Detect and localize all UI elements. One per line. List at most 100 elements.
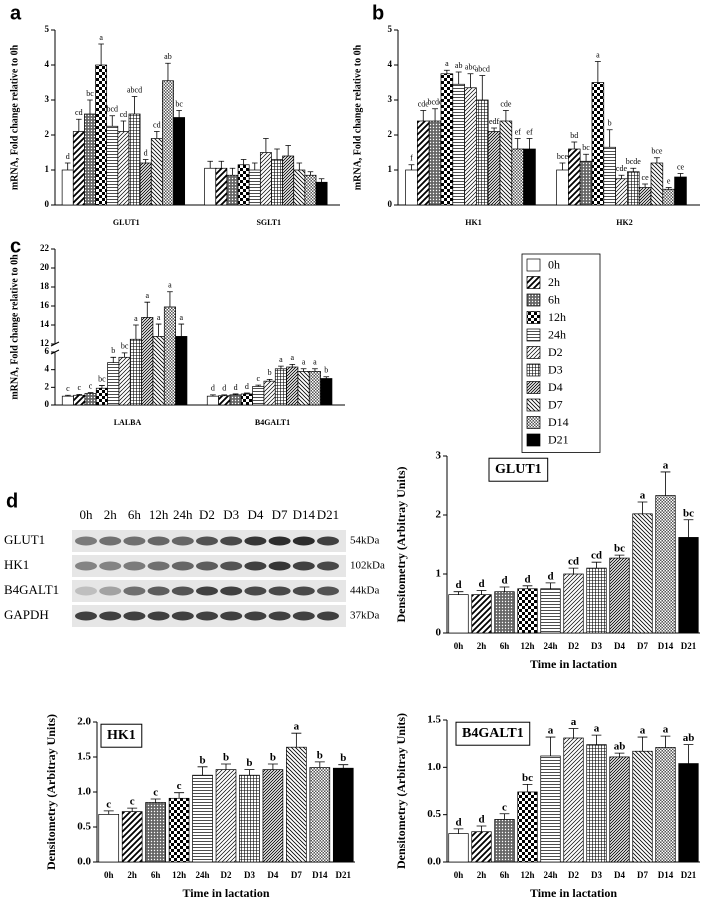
- significance-letter: ce: [642, 173, 650, 182]
- y-axis-label: mRNA, Fold change relative to 0h: [9, 44, 20, 190]
- y-axis-label: mRNA, Fold change relative to 0h: [352, 44, 363, 190]
- error-bar: [318, 178, 325, 183]
- error-bar: [291, 732, 302, 748]
- bar: [106, 125, 119, 206]
- legend-label: D4: [548, 380, 563, 394]
- bar: [540, 755, 561, 863]
- y-tick-label: 1.5: [77, 751, 91, 763]
- bar: [237, 164, 250, 206]
- bar: [523, 148, 536, 206]
- x-tick-label: D4: [614, 641, 625, 651]
- significance-letter: a: [157, 313, 161, 322]
- y-tick-label: 3: [45, 94, 50, 104]
- significance-letter: bcde: [626, 157, 642, 166]
- significance-letter: a: [99, 33, 103, 42]
- bar: [487, 131, 501, 206]
- size-label: 44kDa: [350, 585, 379, 597]
- error-bar: [210, 394, 216, 397]
- error-bar: [568, 567, 579, 574]
- significance-letter: d: [501, 575, 507, 587]
- bar: [405, 169, 418, 206]
- blot-band: [196, 586, 218, 596]
- bar: [271, 159, 283, 206]
- error-bar: [476, 590, 487, 595]
- blot-band: [268, 611, 291, 621]
- bar: [204, 167, 217, 206]
- legend-swatch: [526, 293, 541, 307]
- error-bar: [255, 384, 262, 387]
- error-bar: [420, 110, 427, 121]
- blot-band: [171, 611, 194, 621]
- error-bar: [240, 159, 247, 165]
- x-tick-label: D21: [681, 870, 697, 880]
- significance-letter: d: [234, 383, 238, 392]
- significance-letter: a: [294, 721, 300, 733]
- blot-band: [196, 561, 218, 571]
- significance-letter: bc: [175, 99, 183, 108]
- error-bar: [263, 138, 269, 153]
- significance-letter: c: [77, 383, 81, 392]
- significance-letter: d: [455, 816, 461, 828]
- bar: [494, 819, 515, 863]
- y-tick-label: 0: [45, 199, 50, 209]
- bar: [609, 557, 630, 634]
- x-tick-label: D4: [267, 870, 278, 880]
- significance-letter: cd: [75, 108, 83, 117]
- bar: [163, 306, 176, 406]
- x-tick-label: 6h: [500, 641, 510, 651]
- bar: [129, 338, 142, 406]
- x-tick-label: HK2: [616, 218, 632, 227]
- blot-band: [196, 611, 218, 621]
- y-tick-label: 1: [45, 164, 50, 174]
- error-bar: [614, 554, 625, 559]
- blot-band: [123, 586, 146, 596]
- significance-letter: d: [524, 573, 530, 585]
- error-bar: [314, 761, 325, 768]
- blot-band: [244, 561, 267, 571]
- significance-letter: a: [290, 353, 294, 362]
- error-bar: [87, 99, 93, 114]
- error-bar: [522, 585, 533, 589]
- error-bar: [522, 783, 533, 792]
- error-bar: [499, 586, 510, 592]
- bar: [139, 162, 152, 206]
- error-bar: [514, 138, 521, 149]
- x-tick-label: D14: [312, 870, 328, 880]
- y-tick-label: 1.0: [427, 761, 441, 773]
- blot-band: [268, 586, 291, 596]
- blot-band: [75, 536, 97, 546]
- significance-letter: d: [245, 382, 249, 391]
- x-tick-label: 6h: [151, 870, 161, 880]
- error-bar: [637, 736, 648, 752]
- significance-letter: cde: [616, 164, 628, 173]
- x-tick-label: 12h: [172, 870, 186, 880]
- significance-letter: a: [445, 59, 449, 68]
- significance-letter: a: [571, 716, 577, 728]
- bar: [304, 174, 317, 206]
- bar: [471, 594, 492, 634]
- title-box: [100, 723, 143, 748]
- significance-letter: cde: [500, 99, 512, 108]
- bar: [107, 362, 120, 406]
- error-bar: [455, 71, 462, 85]
- legend-swatch: [526, 398, 541, 412]
- error-bar: [127, 807, 138, 812]
- error-bar: [142, 159, 149, 163]
- bar: [517, 588, 538, 634]
- bar: [252, 386, 265, 406]
- significance-letter: ab: [614, 741, 626, 753]
- panel-label: a: [10, 2, 22, 24]
- x-axis-label: Time in lactation: [182, 886, 269, 900]
- error-bar: [266, 378, 273, 382]
- bar: [263, 380, 276, 406]
- significance-letter: cd: [591, 550, 602, 562]
- bar: [517, 791, 538, 863]
- error-bar: [300, 368, 307, 372]
- x-tick-label: D21: [336, 870, 352, 880]
- error-bar: [110, 356, 117, 363]
- blot-band: [317, 561, 339, 571]
- x-tick-label: D3: [244, 870, 255, 880]
- error-bar: [479, 75, 486, 100]
- legend-swatch: [526, 328, 541, 342]
- blot-band: [171, 586, 194, 596]
